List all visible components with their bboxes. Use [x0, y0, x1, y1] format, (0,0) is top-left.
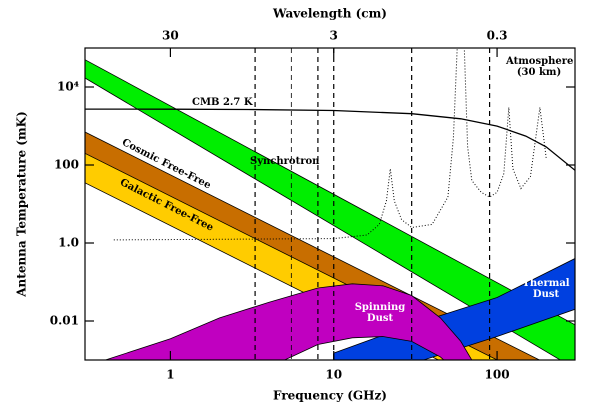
- x-tick-label: 10: [325, 368, 342, 382]
- top-tick-label: 30: [162, 29, 179, 43]
- x-axis-title: Frequency (GHz): [273, 389, 387, 403]
- top-tick-label: 0.3: [487, 29, 508, 43]
- y-axis-title: Antenna Temperature (mK): [15, 111, 29, 298]
- series-label: Synchrotron: [250, 156, 320, 167]
- band-area: [85, 59, 575, 360]
- band-area: [105, 283, 473, 360]
- y-tick-label: 1.0: [58, 236, 79, 250]
- top-axis-title: Wavelength (cm): [272, 7, 387, 21]
- plot-frame: [84, 47, 576, 361]
- series-label: Atmosphere (30 km): [506, 56, 574, 78]
- y-tick-label: 10⁴: [57, 80, 79, 94]
- y-tick-label: 100: [54, 158, 79, 172]
- top-tick-label: 3: [330, 29, 338, 43]
- x-tick-label: 1: [166, 368, 174, 382]
- y-tick-label: 0.01: [50, 314, 79, 328]
- line: [85, 108, 575, 171]
- series-label: Thermal Dust: [522, 278, 570, 300]
- x-tick-label: 100: [485, 368, 510, 382]
- plot-area: [85, 48, 575, 360]
- series-label: Spinning Dust: [354, 302, 406, 324]
- series-label: CMB 2.7 K: [192, 97, 253, 108]
- dotted-line: [113, 48, 547, 241]
